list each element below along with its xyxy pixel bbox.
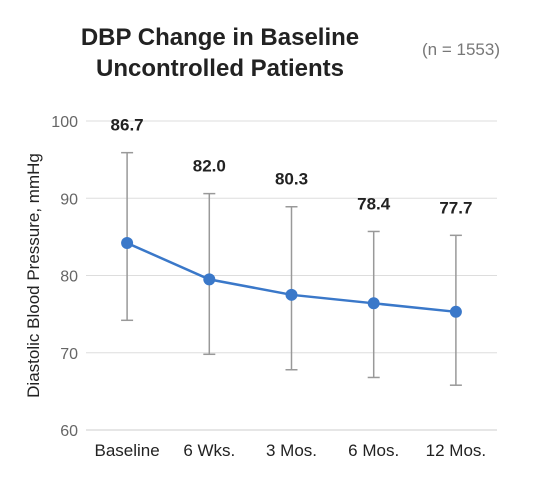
- x-tick-label: 6 Wks.: [183, 441, 235, 460]
- data-point: [367, 297, 380, 310]
- data-label: 80.3: [275, 170, 308, 189]
- chart-title-line-2: Uncontrolled Patients: [95, 55, 345, 82]
- data-label: 82.0: [193, 157, 226, 176]
- data-point: [285, 288, 298, 301]
- y-tick-label: 100: [51, 114, 78, 131]
- y-tick-label: 90: [60, 191, 78, 208]
- x-tick-label: 3 Mos.: [266, 441, 317, 460]
- x-tick-label: 6 Mos.: [348, 441, 399, 460]
- data-label: 77.7: [439, 198, 472, 217]
- y-tick-label: 60: [60, 423, 78, 440]
- data-label: 86.7: [111, 116, 144, 135]
- data-point: [449, 305, 462, 318]
- y-tick-label: 70: [60, 346, 78, 363]
- y-axis-label: Diastolic Blood Pressure, mmHg: [24, 153, 43, 398]
- chart-title: DBP Change in Baseline Uncontrolled Pati…: [50, 22, 390, 84]
- y-tick-label: 80: [60, 269, 78, 286]
- data-point: [203, 273, 216, 286]
- sample-size-note: (n = 1553): [422, 40, 500, 59]
- data-label: 78.4: [357, 194, 391, 213]
- data-point: [121, 237, 134, 250]
- x-tick-label: Baseline: [94, 441, 159, 460]
- chart-title-line-1: DBP Change in Baseline: [80, 24, 360, 51]
- x-tick-label: 12 Mos.: [426, 441, 486, 460]
